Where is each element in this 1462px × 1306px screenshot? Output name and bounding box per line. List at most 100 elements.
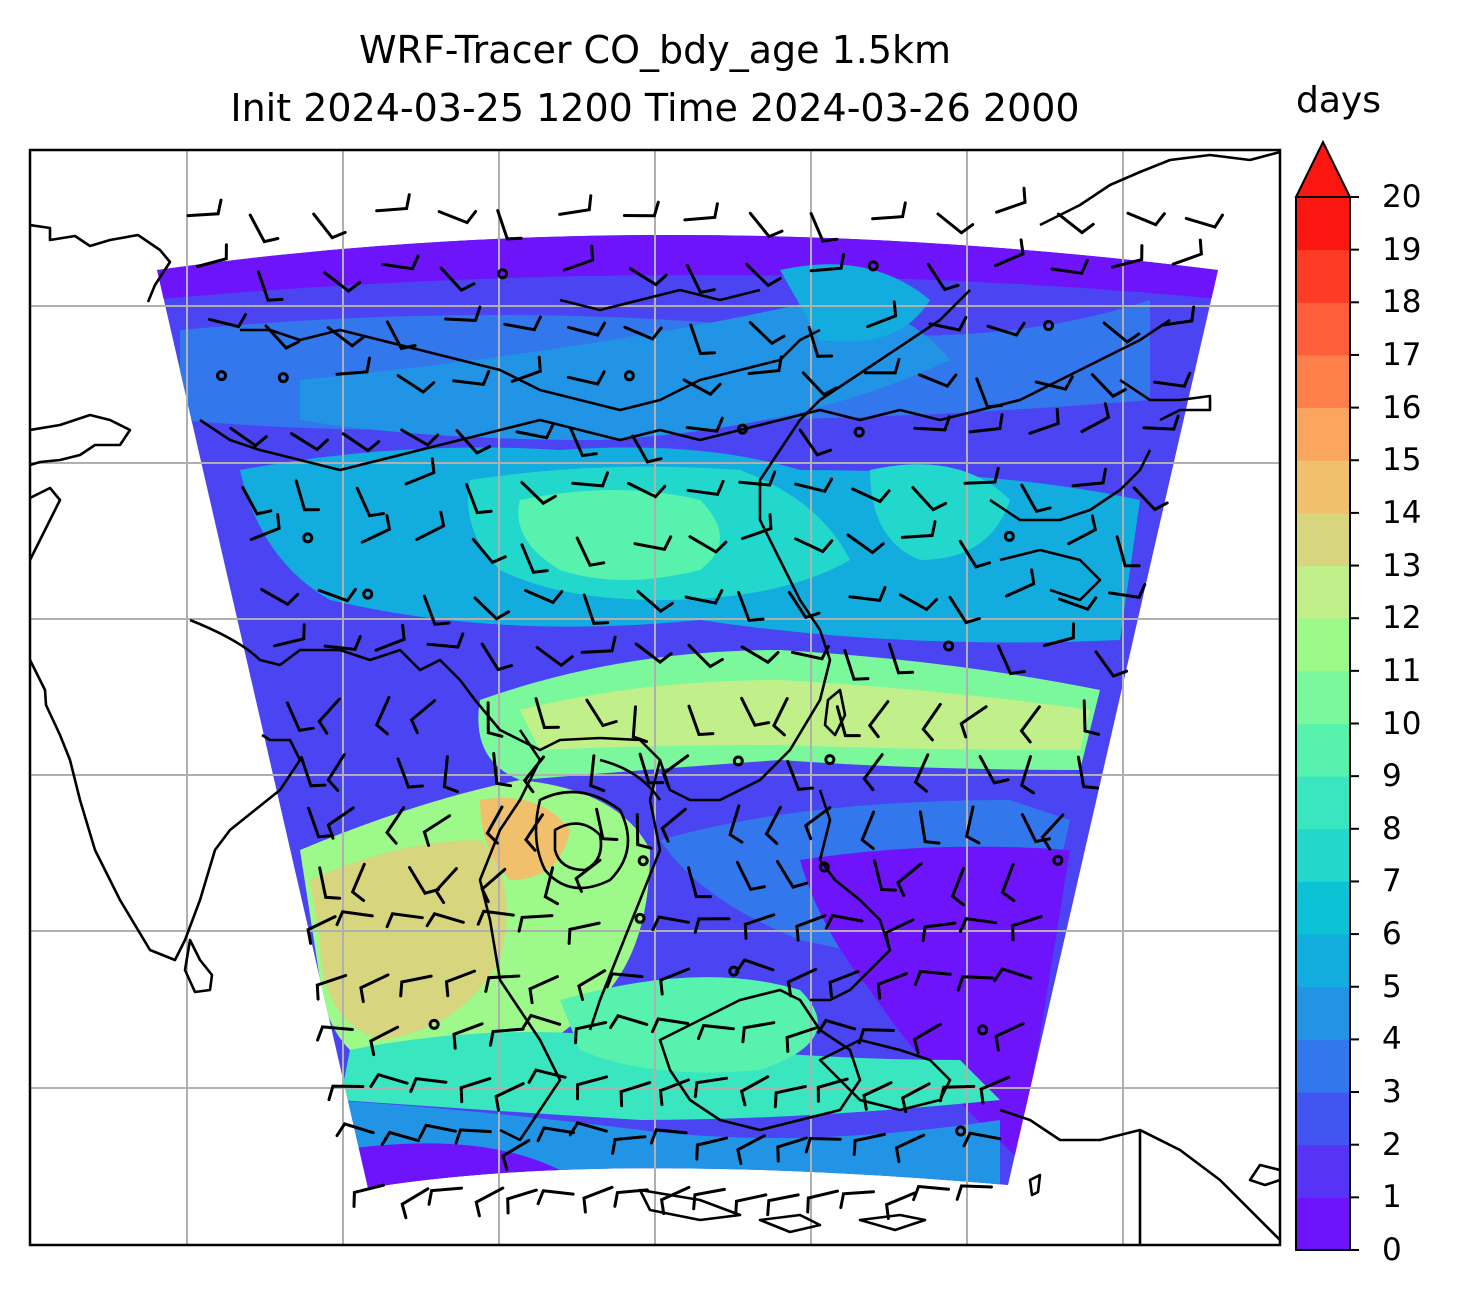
- wind-barb: [764, 805, 782, 845]
- wind-barb: [285, 701, 315, 732]
- wind-barb: [775, 860, 809, 889]
- wind-barb: [851, 487, 891, 504]
- wind-barb: [978, 755, 1010, 785]
- colorbar-tick-label: 5: [1382, 968, 1402, 1005]
- colorbar-tick-label: 10: [1382, 705, 1422, 742]
- wind-barb: [1111, 244, 1144, 269]
- wind-barb: [536, 1189, 575, 1206]
- colorbar-segment: [1296, 723, 1350, 777]
- wind-barb: [938, 1084, 976, 1103]
- map-title-line-2: Init 2024-03-25 1200 Time 2024-03-26 200…: [230, 86, 1080, 130]
- colorbar-segment: [1296, 776, 1350, 830]
- wind-barb: [894, 1133, 926, 1164]
- wind-barb: [659, 967, 691, 996]
- wind-barb: [860, 810, 876, 850]
- wind-barb: [241, 486, 273, 516]
- wind-barb: [728, 804, 744, 844]
- wind-barb: [474, 1186, 505, 1218]
- wind-barb: [857, 1028, 895, 1045]
- wind-barb: [911, 486, 948, 512]
- wind-barb: [350, 862, 366, 903]
- colorbar-segment: [1296, 302, 1350, 356]
- wind-barb: [968, 413, 1004, 434]
- wind-barb: [737, 590, 765, 623]
- wind-barb: [326, 326, 365, 348]
- wind-barb: [828, 970, 860, 998]
- wind-barb: [501, 1139, 531, 1171]
- wind-barb: [589, 754, 606, 793]
- wind-barb: [871, 201, 907, 221]
- wind-barb: [806, 1189, 839, 1214]
- wind-barb: [528, 975, 559, 1005]
- wind-barb: [566, 370, 606, 386]
- wind-barb: [580, 635, 617, 654]
- wind-barb: [400, 428, 440, 447]
- wind-barb: [1000, 862, 1016, 903]
- wind-barb: [687, 866, 712, 899]
- wind-barb: [956, 975, 995, 992]
- colorbar-tick-label: 11: [1382, 652, 1422, 689]
- wind-barb: [993, 967, 1033, 983]
- wind-barb: [1028, 408, 1060, 435]
- wind-barb: [1020, 483, 1052, 514]
- wind-barb: [693, 917, 731, 934]
- colorbar-tick-label: 4: [1382, 1021, 1402, 1058]
- wind-barb: [658, 1078, 690, 1107]
- wind-barb: [1058, 596, 1098, 611]
- wind-barb: [543, 866, 559, 906]
- wind-barb: [567, 321, 607, 337]
- wind-barb: [651, 915, 690, 932]
- coastlines: [30, 150, 1280, 1245]
- wind-barb: [898, 593, 938, 612]
- wind-barb: [996, 644, 1026, 676]
- wind-barb: [323, 635, 362, 652]
- wind-barb: [747, 355, 783, 375]
- wind-barb: [867, 700, 890, 739]
- wind-barb: [558, 194, 593, 216]
- wind-barb: [290, 432, 329, 452]
- wind-barb: [979, 1075, 1011, 1105]
- colorbar-tick-label: 1: [1382, 1179, 1402, 1216]
- wind-barb: [631, 434, 663, 464]
- wind-barb: [582, 1185, 614, 1214]
- wind-barb: [605, 972, 644, 989]
- wind-barb: [807, 326, 834, 358]
- wind-barb: [326, 806, 355, 840]
- wind-barb: [1067, 514, 1098, 546]
- wind-barb: [307, 806, 335, 839]
- colorbar-tick-label: 14: [1382, 494, 1422, 531]
- wind-barb: [567, 921, 601, 945]
- wind-barb: [623, 325, 663, 341]
- wind-barb: [427, 1186, 463, 1206]
- calm-wind-marker: [1043, 320, 1055, 332]
- wind-barb: [496, 209, 523, 241]
- wind-barb: [635, 813, 653, 850]
- wind-barb: [918, 373, 958, 388]
- wind-barb: [408, 866, 440, 895]
- wind-barb: [921, 702, 942, 742]
- wind-barb: [816, 1077, 849, 1103]
- wind-barb: [535, 645, 574, 668]
- wind-barb: [1126, 211, 1166, 227]
- wind-barb: [660, 807, 687, 843]
- colorbar-segment: [1296, 881, 1350, 935]
- calm-wind-marker: [1052, 854, 1064, 866]
- wind-barb: [208, 313, 247, 329]
- wind-barb: [426, 632, 465, 649]
- wind-barb: [1115, 535, 1141, 568]
- wind-barb: [839, 1190, 875, 1210]
- wind-barb: [442, 755, 459, 794]
- wind-barb: [631, 705, 648, 744]
- wind-barb: [650, 1017, 690, 1034]
- wind-barb: [692, 1187, 726, 1211]
- wind-barb: [273, 623, 306, 648]
- wind-barb: [425, 912, 465, 928]
- wind-barb: [385, 912, 424, 929]
- wind-barb: [866, 300, 898, 329]
- colorbar-tick-label: 2: [1382, 1126, 1402, 1163]
- wind-barb: [873, 859, 898, 892]
- wind-barb: [568, 1121, 608, 1137]
- calm-wind-marker: [302, 532, 314, 544]
- wind-barb: [186, 198, 223, 218]
- wind-barb: [913, 753, 930, 793]
